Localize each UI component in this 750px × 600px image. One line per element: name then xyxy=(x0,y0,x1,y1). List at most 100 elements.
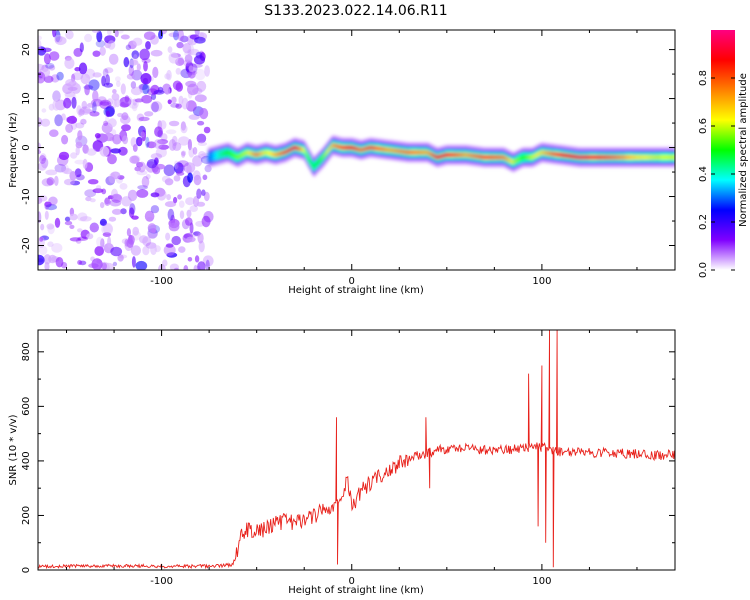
noise-blob xyxy=(96,185,102,190)
noise-blob xyxy=(121,112,129,121)
noise-blob xyxy=(75,141,83,149)
noise-blob xyxy=(150,192,160,198)
noise-blob xyxy=(116,80,121,88)
noise-blob xyxy=(38,236,45,248)
noise-blob xyxy=(111,194,122,201)
noise-blob xyxy=(111,188,118,200)
noise-blob xyxy=(146,141,157,149)
ridge-cell xyxy=(463,152,466,158)
ridge-cell xyxy=(310,160,313,165)
noise-blob xyxy=(79,42,84,53)
ridge-cell xyxy=(655,155,658,160)
noise-blob xyxy=(175,67,181,75)
noise-blob xyxy=(187,139,192,151)
noise-blob xyxy=(129,155,140,164)
ridge-cell xyxy=(480,154,483,160)
noise-blob xyxy=(92,72,102,78)
ridge-cell xyxy=(643,155,646,160)
noise-blob xyxy=(131,50,140,59)
noise-blob xyxy=(65,30,74,40)
ridge-cell xyxy=(602,155,605,160)
noise-blob xyxy=(44,201,52,208)
noise-blob xyxy=(128,64,134,77)
noise-blob xyxy=(130,245,141,256)
noise-blob xyxy=(103,82,114,88)
ridge-cell xyxy=(434,154,437,159)
ridge-cell xyxy=(462,152,465,158)
noise-blob xyxy=(64,220,73,226)
noise-blob xyxy=(41,47,52,53)
noise-blob xyxy=(99,218,107,226)
noise-blob xyxy=(52,99,61,111)
ridge-cell xyxy=(290,147,293,152)
snr-ylabel: SNR (10 * v/v) xyxy=(8,414,19,485)
noise-blob xyxy=(164,73,171,80)
ridge-cell xyxy=(596,155,599,160)
noise-blob xyxy=(119,131,126,136)
noise-blob xyxy=(67,80,79,92)
ridge-cell xyxy=(614,155,617,160)
noise-blob xyxy=(177,194,183,200)
ridge-cell xyxy=(509,158,512,163)
noise-blob xyxy=(43,75,54,83)
noise-blob xyxy=(141,176,150,188)
ridge-cell xyxy=(208,155,211,160)
ridge-cell xyxy=(529,155,532,160)
ridge-cell xyxy=(399,149,402,154)
noise-blob xyxy=(118,146,128,156)
noise-blob xyxy=(54,217,61,228)
ridge-cell xyxy=(576,154,579,160)
noise-blob xyxy=(197,141,208,146)
noise-blob xyxy=(91,258,103,270)
ridge-cell xyxy=(328,147,331,152)
noise-blob xyxy=(54,34,63,43)
noise-blob xyxy=(150,93,157,100)
noise-blob xyxy=(138,116,150,122)
ridge-cell xyxy=(477,154,480,159)
ridge-cell xyxy=(317,159,320,165)
ridge-cell xyxy=(673,155,675,160)
noise-blob xyxy=(96,30,103,43)
noise-blob xyxy=(64,91,76,98)
ridge-cell xyxy=(281,151,284,156)
noise-blob xyxy=(197,232,204,244)
ridge-cell xyxy=(296,146,299,151)
noise-blob xyxy=(114,30,119,38)
colorbar-tick-label: 0.6 xyxy=(698,118,709,134)
ridge-cell xyxy=(658,155,661,160)
noise-blob xyxy=(120,34,130,40)
noise-blob xyxy=(49,129,59,137)
ridge-cell xyxy=(389,147,392,153)
ridge-cell xyxy=(419,150,422,155)
ridge-cell xyxy=(585,155,588,160)
ridge-cell xyxy=(357,147,360,152)
noise-blob xyxy=(99,146,110,157)
ridge-cell xyxy=(457,152,460,158)
ridge-cell xyxy=(390,148,393,153)
ridge-cell xyxy=(638,155,641,160)
y-tick-label: 10 xyxy=(21,92,32,105)
ridge-cell xyxy=(253,152,256,157)
ridge-cell xyxy=(361,147,364,152)
noise-blob xyxy=(84,68,96,79)
ridge-cell xyxy=(381,146,384,152)
noise-blob xyxy=(122,96,133,104)
ridge-cell xyxy=(501,155,504,160)
noise-blob xyxy=(84,33,93,43)
ridge-cell xyxy=(590,155,593,160)
noise-blob xyxy=(142,245,150,256)
noise-blob xyxy=(161,175,171,183)
ridge-cell xyxy=(580,155,583,160)
noise-blob xyxy=(38,117,43,127)
ridge-cell xyxy=(439,154,442,159)
noise-blob xyxy=(77,228,83,233)
noise-blob xyxy=(47,224,55,235)
noise-blob xyxy=(101,223,114,236)
noise-blob xyxy=(50,74,60,83)
ridge-cell xyxy=(551,151,555,157)
ridge-cell xyxy=(232,153,235,158)
noise-blob xyxy=(197,120,205,126)
noise-blob xyxy=(138,83,148,90)
noise-blob xyxy=(134,98,144,103)
ridge-cell xyxy=(530,155,533,160)
